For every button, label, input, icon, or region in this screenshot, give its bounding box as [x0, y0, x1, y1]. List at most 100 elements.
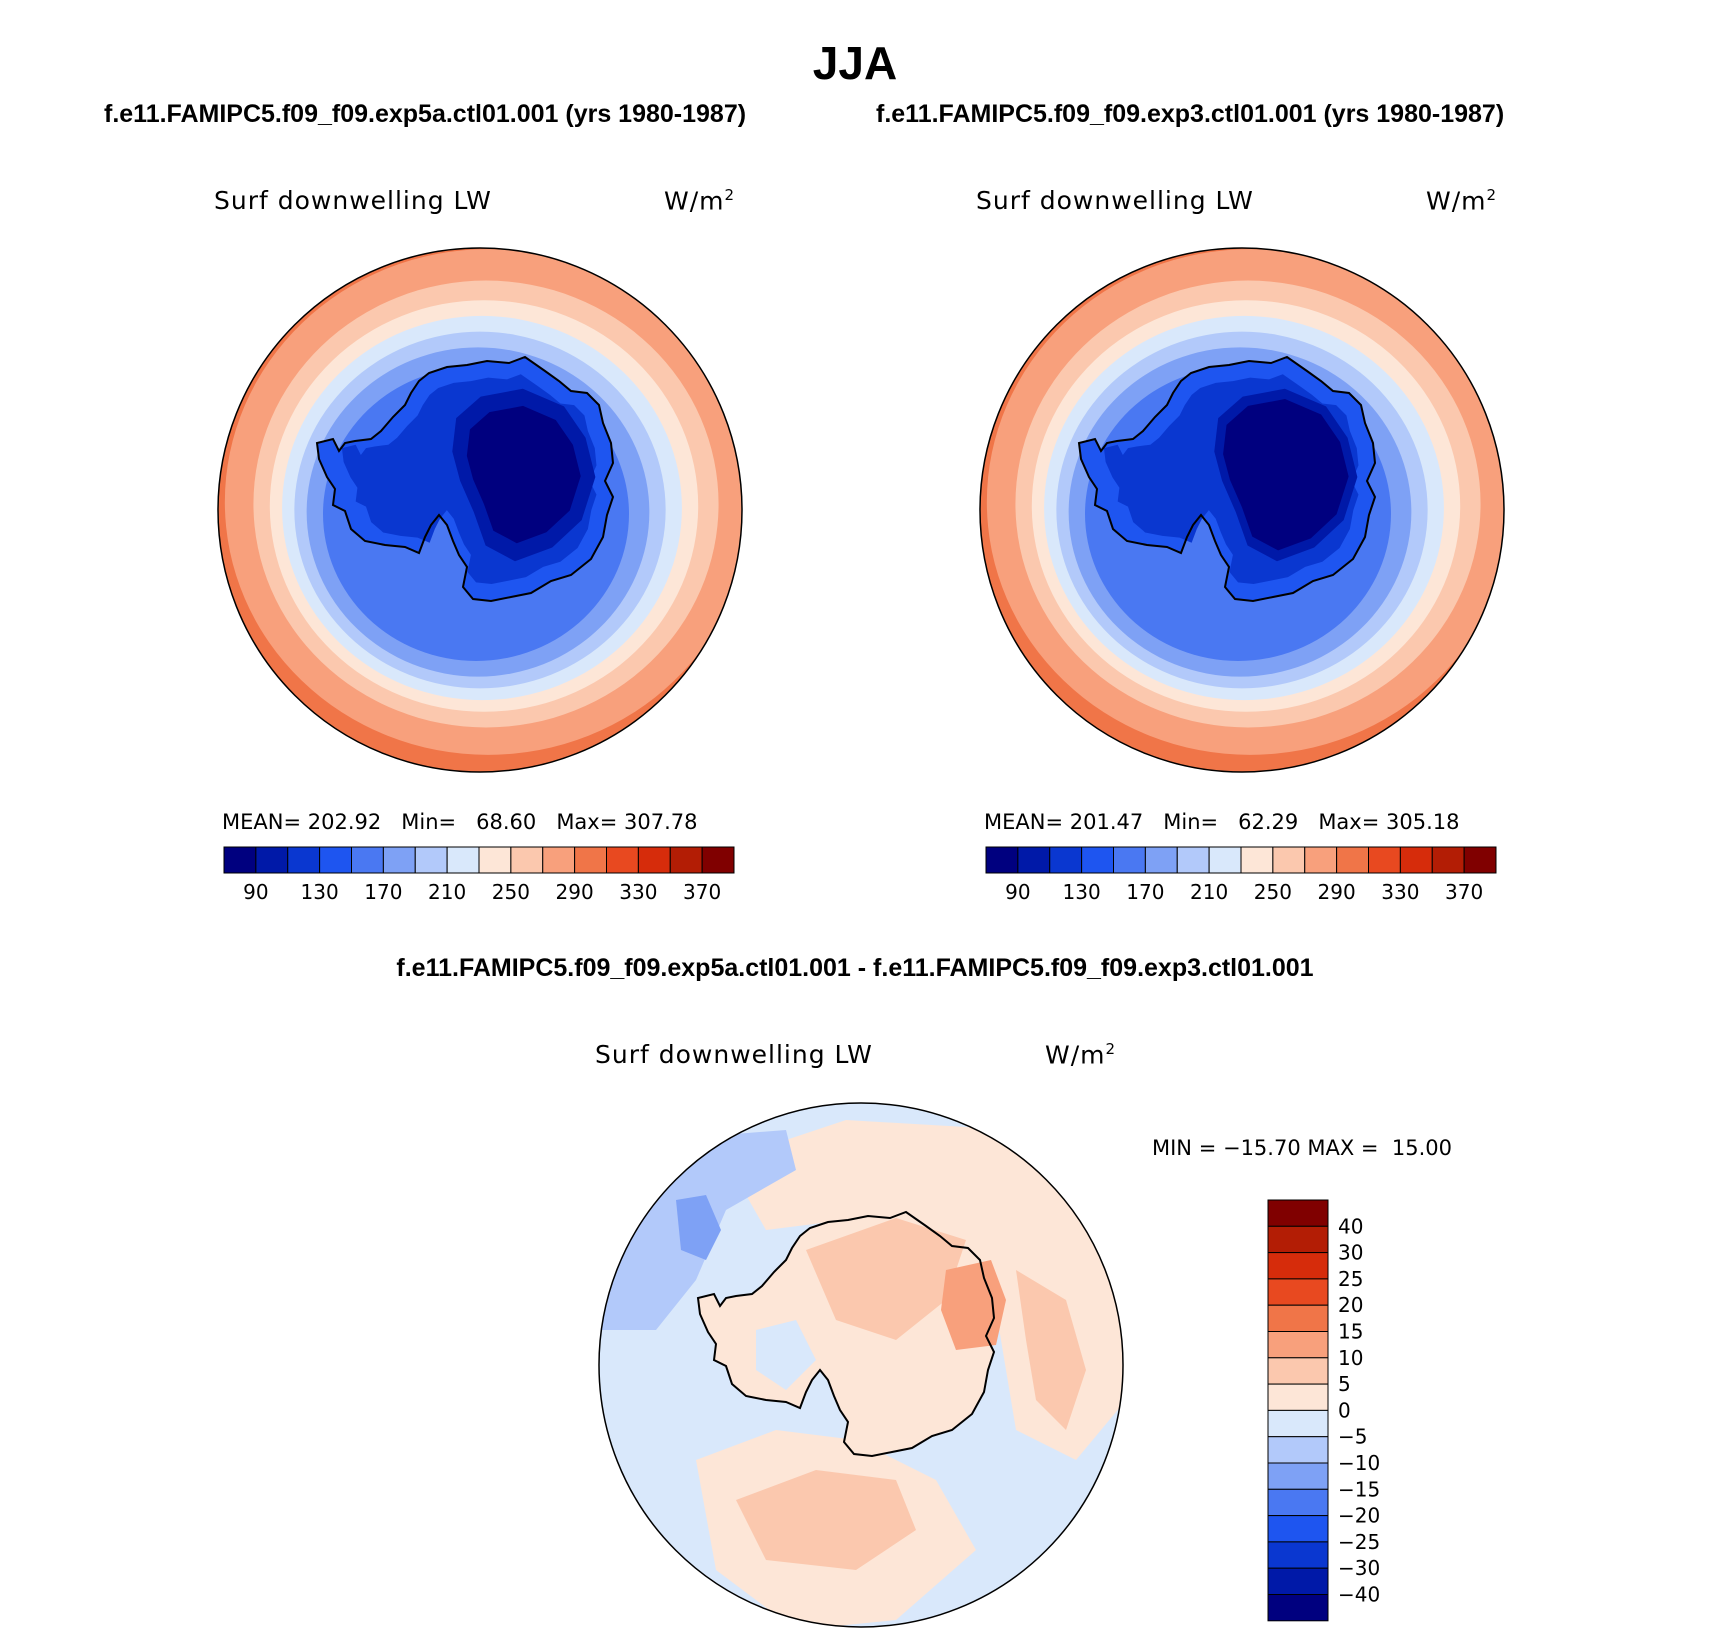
colorbar-tick-label: −25 — [1338, 1530, 1380, 1554]
colorbar-tick-label: 370 — [683, 880, 721, 904]
colorbar-box — [1267, 1409, 1329, 1438]
colorbar-box — [1267, 1357, 1329, 1385]
panel-b-map — [979, 247, 1505, 773]
panel-b-max-label: Max= — [1318, 810, 1380, 834]
colorbar-box — [1144, 846, 1178, 874]
colorbar-box — [382, 846, 416, 874]
panel-diff-variable-label: Surf downwelling LW — [595, 1040, 873, 1069]
panel-b-units-sup: 2 — [1486, 186, 1498, 204]
colorbar-tick-label: 5 — [1338, 1372, 1351, 1396]
page-title: JJA — [812, 37, 898, 89]
colorbar-tick-label: −30 — [1338, 1556, 1380, 1580]
colorbar-box — [287, 846, 321, 874]
colorbar-box — [1431, 846, 1465, 874]
contour-band — [806, 1218, 966, 1340]
panel-b-mean-value: 201.47 — [1069, 810, 1144, 834]
run-a-title: f.e11.FAMIPC5.f09_f09.exp5a.ctl01.001 (y… — [104, 100, 747, 128]
colorbar-tick-label: 90 — [1005, 880, 1030, 904]
colorbar-tick-label: 25 — [1338, 1267, 1363, 1291]
panel-b-min-label: Min= — [1163, 810, 1219, 834]
colorbar-box — [1267, 1383, 1329, 1411]
colorbar-box — [1272, 846, 1306, 874]
colorbar-tick-label: −15 — [1338, 1477, 1380, 1501]
coastline — [1077, 355, 1377, 603]
colorbar-box — [223, 846, 257, 874]
colorbar-box — [542, 846, 576, 874]
panel-a-units: W/m — [664, 186, 725, 216]
colorbar-box — [1240, 846, 1274, 874]
panel-diff-stats: MIN = −15.70 MAX = 15.00 — [1152, 1136, 1452, 1160]
panel-b-colorbar: 90 130 170 210 250 290 330 370 — [985, 846, 1497, 904]
colorbar-tick-label: −5 — [1338, 1425, 1367, 1449]
colorbar-box — [985, 846, 1019, 874]
colorbar-tick-label: 370 — [1445, 880, 1483, 904]
colorbar-tick-label: 290 — [556, 880, 594, 904]
colorbar-box — [255, 846, 289, 874]
colorbar-box — [446, 846, 480, 874]
panel-a-units-sup: 2 — [724, 186, 736, 204]
colorbar-box — [1267, 1331, 1329, 1359]
colorbar-box — [319, 846, 352, 874]
coastline — [315, 355, 615, 603]
colorbar-box — [637, 846, 671, 874]
colorbar-tick-label: 330 — [619, 880, 657, 904]
colorbar-box — [1267, 1278, 1329, 1306]
colorbar-box — [414, 846, 448, 874]
colorbar-box — [669, 846, 703, 874]
panel-a-variable-label: Surf downwelling LW — [214, 186, 492, 215]
panel-a-units-label: W/m2 — [664, 186, 735, 215]
colorbar-box — [574, 846, 607, 874]
colorbar-box — [510, 846, 544, 874]
panel-diff-units-label: W/m2 — [1045, 1040, 1116, 1069]
panel-b-units: W/m — [1426, 186, 1487, 216]
colorbar-box — [606, 846, 639, 874]
colorbar-box — [1208, 846, 1242, 874]
panel-a-min-label: Min= — [401, 810, 457, 834]
colorbar-box — [1267, 1199, 1329, 1227]
colorbar-tick-label: 130 — [1063, 880, 1101, 904]
contour-band — [736, 1470, 916, 1570]
colorbar-tick-label: −10 — [1338, 1451, 1380, 1475]
contour-band — [726, 1120, 1123, 1460]
contour-band — [756, 1320, 816, 1390]
colorbar-box — [1081, 846, 1114, 874]
panel-a-stats: MEAN= 202.92 Min= 68.60 Max= 307.78 — [222, 810, 698, 834]
colorbar-box — [1267, 1594, 1329, 1622]
colorbar-tick-label: 15 — [1338, 1320, 1363, 1344]
panel-b-stats: MEAN= 201.47 Min= 62.29 Max= 305.18 — [984, 810, 1460, 834]
colorbar-tick-label: 20 — [1338, 1293, 1363, 1317]
colorbar-tick-label: 250 — [1254, 880, 1292, 904]
colorbar-tick-label: 250 — [492, 880, 530, 904]
colorbar-tick-label: 210 — [428, 880, 466, 904]
map-border — [217, 247, 743, 773]
colorbar-box — [1267, 1252, 1329, 1280]
colorbar-tick-label: 290 — [1318, 880, 1356, 904]
diff-title: f.e11.FAMIPC5.f09_f09.exp5a.ctl01.001 - … — [396, 954, 1314, 982]
colorbar-box — [1336, 846, 1369, 874]
colorbar-tick-label: 90 — [243, 880, 268, 904]
colorbar-box — [1267, 1304, 1329, 1332]
colorbar-box — [1267, 1488, 1329, 1517]
colorbar-box — [351, 846, 384, 874]
map-border — [979, 247, 1505, 773]
colorbar-box — [1267, 1515, 1329, 1543]
colorbar-box — [1113, 846, 1146, 874]
contour-band — [1223, 399, 1349, 551]
contour-band — [1016, 1270, 1086, 1430]
panel-b-max-value: 305.18 — [1386, 810, 1460, 834]
panel-diff-units-sup: 2 — [1105, 1040, 1117, 1058]
colorbar-box — [1267, 1436, 1329, 1464]
colorbar-box — [701, 846, 735, 874]
colorbar-box — [1267, 1462, 1329, 1490]
colorbar-box — [1267, 1225, 1329, 1254]
panel-a-min-value: 68.60 — [476, 810, 537, 834]
panel-a-max-value: 307.78 — [624, 810, 698, 834]
colorbar-tick-label: 130 — [301, 880, 339, 904]
panel-b-mean-label: MEAN= — [984, 810, 1064, 834]
colorbar-box — [1368, 846, 1401, 874]
panel-b-units-label: W/m2 — [1426, 186, 1497, 215]
panel-diff-units: W/m — [1045, 1040, 1106, 1070]
colorbar-box — [1399, 846, 1433, 874]
contour-band — [466, 405, 581, 544]
